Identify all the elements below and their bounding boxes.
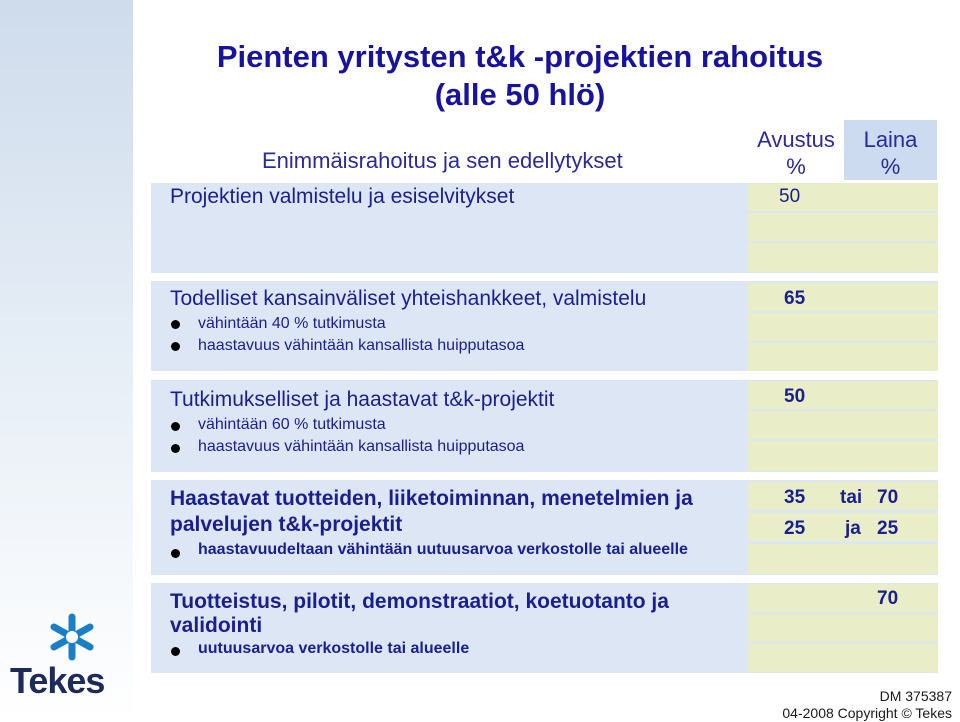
bullet-dot bbox=[171, 342, 180, 351]
left-sidebar-gradient bbox=[0, 0, 133, 722]
row4-heading-line-1: Haastavat tuotteiden, liiketoiminnan, me… bbox=[170, 487, 693, 510]
page-title: Pienten yritysten t&k -projektien rahoit… bbox=[160, 38, 880, 114]
row4-heading-line-2: palvelujen t&k-projektit bbox=[170, 513, 403, 536]
document-id: DM 375387 bbox=[879, 688, 952, 704]
row3-cell-a bbox=[748, 381, 938, 409]
laina-header-label: Laina bbox=[863, 127, 918, 152]
row2-bullet-1: vähintään 40 % tutkimusta bbox=[198, 315, 386, 332]
row3-bullet-1: vähintään 60 % tutkimusta bbox=[198, 416, 386, 433]
avustus-header-unit: % bbox=[786, 154, 806, 179]
row4-option1-laina: 70 bbox=[877, 487, 899, 508]
row2-cell-a bbox=[748, 283, 938, 311]
laina-column-header: Laina % bbox=[844, 120, 937, 180]
bullet-dot bbox=[171, 444, 180, 453]
row4-option2-laina: 25 bbox=[877, 518, 899, 539]
copyright: 04-2008 Copyright © Tekes bbox=[782, 705, 952, 721]
row5-heading-line-1: Tuotteistus, pilotit, demonstraatiot, ko… bbox=[170, 590, 669, 613]
row1-cell-b bbox=[748, 213, 938, 241]
row2-avustus-value: 65 bbox=[784, 288, 806, 309]
row4-cell-a bbox=[748, 482, 938, 510]
row3-cell-c bbox=[748, 441, 938, 471]
row2-cell-c bbox=[748, 343, 938, 371]
bullet-dot bbox=[171, 549, 180, 558]
row2-cell-b bbox=[748, 313, 938, 341]
tekes-logo: Tekes bbox=[10, 612, 128, 702]
row5-bullet-1: uutuusarvoa verkostolle tai alueelle bbox=[198, 640, 470, 657]
row4-cell-c bbox=[748, 544, 938, 574]
row4-option1-conj: tai bbox=[840, 487, 863, 508]
title-line-1: Pienten yritysten t&k -projektien rahoit… bbox=[216, 39, 824, 74]
row3-cell-b bbox=[748, 411, 938, 439]
bullet-dot bbox=[171, 422, 180, 431]
row3-bullet-2: haastavuus vähintään kansallista huipput… bbox=[198, 438, 525, 455]
row5-cell-c bbox=[748, 644, 938, 672]
row5-laina-value: 70 bbox=[877, 588, 899, 609]
avustus-column-header: Avustus % bbox=[752, 126, 840, 180]
row5-heading-line-2: validointi bbox=[170, 614, 263, 637]
row4-bullet-1: haastavuudeltaan vähintään uutuusarvoa v… bbox=[198, 541, 688, 558]
bullet-dot bbox=[171, 647, 180, 656]
row1-cell-a bbox=[748, 183, 938, 211]
subtitle: Enimmäisrahoitus ja sen edellytykset bbox=[262, 148, 623, 173]
row1-cell-c bbox=[748, 243, 938, 272]
row4-option2-conj: ja bbox=[845, 518, 861, 539]
row1-avustus-value: 50 bbox=[779, 186, 801, 207]
tekes-logo-text: Tekes bbox=[10, 660, 105, 701]
row4-option2-avustus: 25 bbox=[784, 518, 806, 539]
row4-option1-avustus: 35 bbox=[784, 487, 806, 508]
bullet-dot bbox=[171, 320, 180, 329]
row5-cell-a bbox=[748, 584, 938, 612]
avustus-header-label: Avustus bbox=[757, 127, 835, 152]
row4-cell-b bbox=[748, 513, 938, 541]
row1-heading: Projektien valmistelu ja esiselvitykset bbox=[170, 185, 515, 208]
row3-heading: Tutkimukselliset ja haastavat t&k-projek… bbox=[170, 388, 555, 411]
title-line-2: (alle 50 hlö) bbox=[434, 77, 606, 112]
row5-cell-b bbox=[748, 614, 938, 642]
row3-avustus-value: 50 bbox=[784, 386, 806, 407]
laina-header-unit: % bbox=[880, 154, 901, 179]
tekes-snowflake-icon bbox=[50, 613, 94, 661]
row2-heading: Todelliset kansainväliset yhteishankkeet… bbox=[170, 287, 647, 310]
row2-bullet-2: haastavuus vähintään kansallista huipput… bbox=[198, 337, 525, 354]
